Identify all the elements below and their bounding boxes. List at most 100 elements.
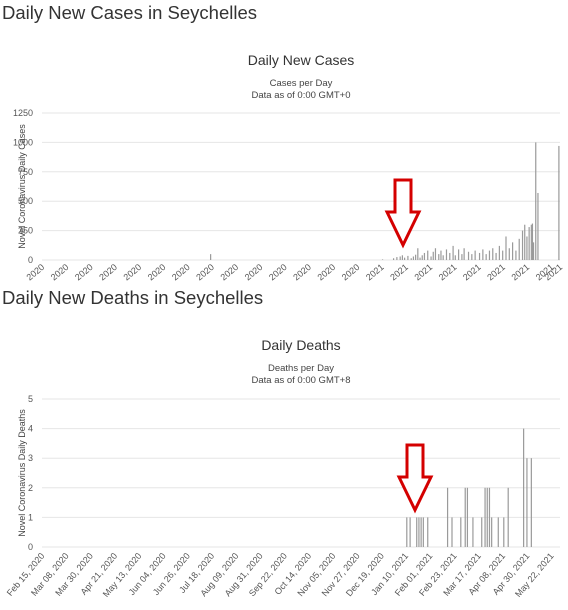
- deaths-y-tick-label: 0: [28, 542, 33, 552]
- deaths-down-arrow-icon: [396, 443, 434, 514]
- cases-bar: [458, 249, 460, 260]
- cases-x-tick-label: 2021: [364, 262, 386, 283]
- deaths-chart-subtitle-2: Data as of 0:00 GMT+8: [251, 375, 350, 386]
- deaths-bar: [488, 487, 491, 547]
- cases-y-tick-label: 750: [18, 167, 33, 177]
- cases-bar: [440, 250, 442, 260]
- deaths-bar: [481, 517, 483, 547]
- cases-bar: [449, 252, 451, 260]
- cases-bar: [478, 252, 481, 260]
- cases-x-tick-label: 2020: [267, 262, 289, 283]
- cases-section-heading: Daily New Cases in Seychelles: [2, 2, 257, 23]
- deaths-bar: [472, 517, 474, 547]
- cases-bar: [482, 249, 484, 260]
- deaths-bar: [409, 517, 411, 547]
- deaths-bar: [464, 487, 466, 547]
- cases-bar: [419, 257, 421, 260]
- deaths-bar: [486, 487, 488, 547]
- deaths-y-tick-label: 3: [28, 453, 33, 463]
- cases-bar: [508, 248, 510, 260]
- cases-chart-subtitle-2: Data as of 0:00 GMT+0: [251, 90, 350, 101]
- cases-y-tick-label: 1250: [13, 108, 33, 118]
- cases-bar: [442, 255, 444, 260]
- cases-y-tick-label: 1000: [13, 137, 33, 147]
- cases-bar: [381, 259, 384, 260]
- deaths-bar: [526, 458, 528, 547]
- deaths-bar: [484, 487, 486, 547]
- deaths-y-tick-label: 2: [28, 483, 33, 493]
- cases-bar: [531, 223, 534, 260]
- cases-y-tick-label: 250: [18, 226, 33, 236]
- cases-x-tick-label: 2020: [194, 262, 216, 283]
- deaths-y-tick-label: 1: [28, 512, 33, 522]
- cases-bar: [558, 145, 560, 260]
- cases-x-tick-label: 2020: [218, 262, 240, 283]
- cases-bar: [526, 236, 528, 260]
- deaths-bar: [460, 517, 462, 547]
- cases-bar: [404, 257, 406, 260]
- cases-chart-subtitle-1: Cases per Day: [270, 78, 333, 89]
- cases-x-tick-label: 2021: [485, 262, 507, 283]
- deaths-bar: [446, 487, 449, 547]
- cases-x-tick-label: 2020: [340, 262, 362, 283]
- cases-bar: [515, 250, 517, 260]
- cases-bar: [535, 142, 537, 260]
- deaths-y-tick-label: 4: [28, 424, 33, 434]
- cases-y-axis-label: Novel Coronavirus Daily Cases: [17, 124, 27, 249]
- deaths-bar: [416, 517, 418, 547]
- deaths-bar: [530, 458, 532, 547]
- cases-bar: [518, 238, 520, 260]
- cases-bar: [410, 258, 412, 260]
- cases-bar: [502, 250, 504, 260]
- cases-bar: [421, 255, 423, 260]
- cases-bar: [434, 248, 437, 260]
- cases-bar: [396, 257, 398, 260]
- cases-bar: [530, 224, 532, 260]
- cases-bar: [492, 248, 494, 260]
- cases-bar: [401, 255, 403, 260]
- deaths-y-tick-label: 5: [28, 394, 33, 404]
- cases-bar: [445, 249, 448, 260]
- cases-chart-title: Daily New Cases: [248, 52, 355, 68]
- cases-bar: [532, 242, 535, 260]
- cases-x-tick-label: 2020: [97, 262, 119, 283]
- deaths-bar: [503, 517, 505, 547]
- cases-bar: [524, 224, 526, 260]
- deaths-bar: [420, 517, 422, 547]
- cases-bar: [423, 252, 426, 260]
- deaths-bar: [422, 517, 424, 547]
- cases-bar: [488, 250, 491, 260]
- cases-x-tick-label: 2020: [243, 262, 265, 283]
- cases-bar: [467, 251, 470, 260]
- cases-x-tick-label: 2020: [49, 262, 71, 283]
- cases-bar: [471, 254, 473, 260]
- cases-bar: [463, 248, 465, 260]
- cases-x-tick-label: 2021: [461, 262, 483, 283]
- cases-y-tick-label: 500: [18, 196, 33, 206]
- cases-bar: [432, 251, 434, 260]
- cases-bar: [399, 256, 401, 260]
- cases-x-tick-label: 2020: [122, 262, 144, 283]
- cases-x-tick-label: 2020: [73, 262, 95, 283]
- deaths-bar: [466, 487, 469, 547]
- cases-bar: [512, 242, 514, 260]
- cases-x-tick-label: 2020: [170, 262, 192, 283]
- cases-bar: [438, 254, 440, 260]
- cases-bar: [461, 254, 463, 260]
- cases-bar: [452, 245, 454, 260]
- deaths-bar: [497, 517, 499, 547]
- cases-bar: [412, 256, 415, 260]
- deaths-bar: [418, 517, 420, 547]
- cases-bar: [454, 255, 456, 260]
- cases-bar: [495, 252, 497, 260]
- cases-x-tick-label: 2020: [315, 262, 337, 283]
- cases-bar: [521, 230, 524, 260]
- deaths-bar: [406, 517, 408, 547]
- cases-bar: [415, 254, 417, 260]
- cases-y-tick-label: 0: [28, 255, 33, 265]
- cases-x-tick-label: 2021: [509, 262, 531, 283]
- cases-bar: [485, 254, 487, 260]
- cases-x-tick-label: 2021: [388, 262, 410, 283]
